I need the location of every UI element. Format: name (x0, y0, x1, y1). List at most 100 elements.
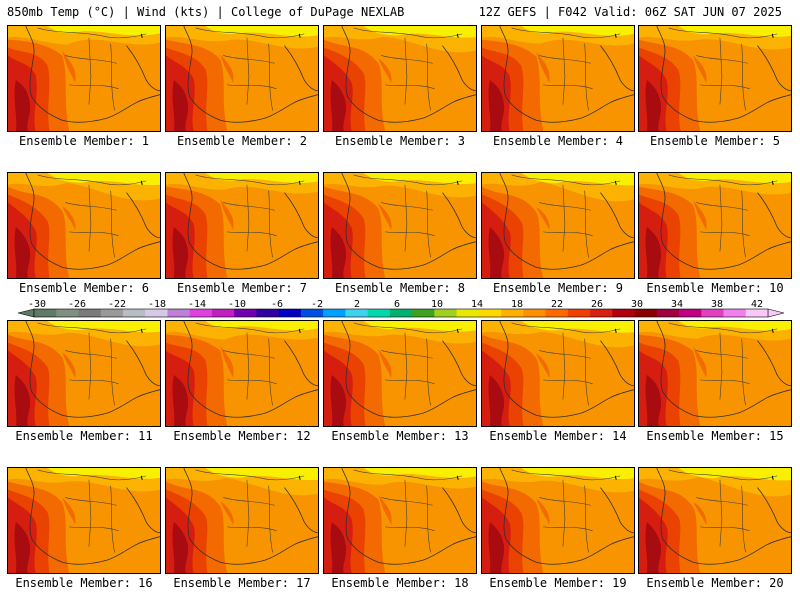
hottest-region (172, 521, 189, 573)
border-line (511, 27, 621, 39)
border-line (88, 332, 115, 406)
wind-barb (298, 180, 301, 185)
border-line (719, 479, 746, 553)
ensemble-member-label: Ensemble Member: 2 (176, 134, 308, 148)
coastline (264, 94, 318, 119)
border-line (381, 497, 435, 532)
temperature-map (482, 26, 634, 131)
colorbar-tick-label: -18 (148, 299, 166, 310)
hottest-region (488, 79, 505, 131)
hot-patch (693, 502, 707, 525)
colorbar-swatch (412, 309, 435, 317)
hot-patch (536, 207, 550, 230)
ensemble-member-label: Ensemble Member: 15 (646, 429, 784, 443)
colorbar-swatch (456, 309, 480, 317)
wind-barb (614, 475, 617, 480)
border-line (696, 350, 750, 385)
border-line (246, 184, 273, 258)
ensemble-member-label: Ensemble Member: 20 (646, 576, 784, 590)
coastline (442, 192, 476, 239)
border-line (511, 322, 621, 334)
hot-patch (220, 199, 234, 230)
ensemble-map-panel (481, 320, 635, 427)
coastline (106, 389, 160, 414)
coastline (499, 173, 581, 270)
colorbar-swatch (701, 309, 724, 317)
colorbar-tick-label: 6 (394, 299, 400, 310)
coastline (737, 389, 791, 414)
border-line (223, 55, 277, 90)
coastline (442, 340, 476, 387)
hottest-region (14, 521, 31, 573)
coastline (183, 173, 265, 270)
hot-patch (378, 203, 392, 230)
coastline (284, 487, 318, 534)
colorbar-swatch (323, 309, 346, 317)
coastline (126, 45, 160, 92)
border-line (562, 37, 589, 111)
coastline (183, 468, 265, 565)
cool-region (363, 173, 476, 185)
coastline (600, 340, 634, 387)
colorbar-tick-label: 22 (551, 299, 563, 310)
hottest-region (330, 521, 347, 573)
hottest-region (645, 79, 662, 131)
hottest-region (488, 374, 505, 426)
ensemble-map-panel (165, 467, 319, 574)
colorbar-tick-label: 34 (671, 299, 683, 310)
coastline (284, 340, 318, 387)
wind-barb (140, 180, 143, 185)
coastline (341, 26, 423, 123)
ensemble-map-panel (323, 25, 477, 132)
temperature-map (8, 173, 160, 278)
wind-barb (456, 328, 459, 333)
coastline (656, 173, 738, 270)
ensemble-map-panel (323, 320, 477, 427)
colorbar-swatch (745, 309, 769, 317)
border-line (562, 332, 589, 406)
wind-barb (456, 180, 459, 185)
ensemble-member-label: Ensemble Member: 14 (489, 429, 627, 443)
coastline (126, 487, 160, 534)
hottest-region (488, 226, 505, 278)
colorbar-swatch (545, 309, 569, 317)
cool-region (47, 321, 160, 333)
coastline (422, 241, 476, 266)
border-line (195, 322, 305, 334)
cool-region (363, 468, 476, 478)
colorbar-swatch (78, 309, 102, 317)
coastline (25, 173, 107, 270)
border-line (404, 37, 431, 111)
coastline (499, 321, 581, 418)
colorbar-tick-label: -30 (28, 299, 46, 310)
cool-region (678, 173, 791, 184)
hot-patch (693, 55, 707, 83)
temperature-map (639, 173, 791, 278)
cool-region (521, 173, 634, 186)
border-line (539, 350, 593, 385)
colorbar-swatch (478, 309, 502, 317)
cool-region (363, 321, 476, 332)
colorbar-tick-label: -26 (68, 299, 86, 310)
border-line (539, 202, 593, 237)
border-line (539, 497, 593, 532)
temperature-map (639, 321, 791, 426)
temperature-map (324, 468, 476, 573)
border-line (511, 174, 621, 186)
hottest-region (14, 374, 31, 426)
temperature-map (482, 173, 634, 278)
border-line (195, 469, 305, 481)
ensemble-member-label: Ensemble Member: 16 (15, 576, 153, 590)
border-line (696, 55, 750, 90)
colorbar-tick-label: 10 (431, 299, 443, 310)
coastline (499, 26, 581, 123)
border-line (353, 27, 463, 39)
border-line (353, 469, 463, 481)
temperature-map (639, 468, 791, 573)
colorbar-swatch (278, 309, 302, 317)
hottest-region (172, 79, 189, 131)
ensemble-map-panel (165, 25, 319, 132)
border-line (381, 350, 435, 385)
border-line (223, 350, 277, 385)
border-line (37, 27, 147, 39)
